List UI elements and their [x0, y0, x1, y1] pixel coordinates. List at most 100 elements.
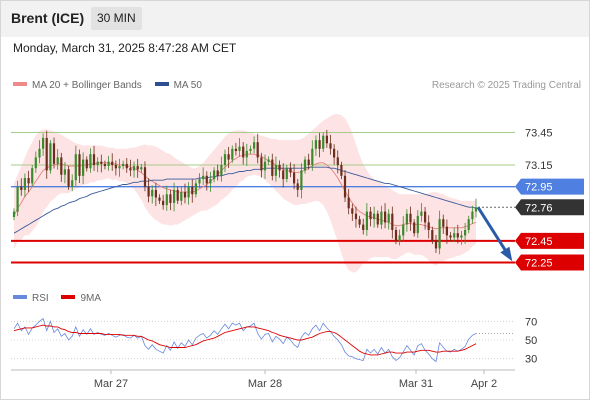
x-tick-label: Apr 2 [471, 378, 497, 390]
candle-body [358, 219, 361, 225]
candle-body [158, 197, 161, 201]
level-label-support-4: 72.45 [525, 236, 553, 248]
candle-body [92, 154, 96, 165]
rsi-tick-70: 70 [525, 316, 537, 328]
candle-body [471, 211, 474, 220]
candle-body [260, 157, 263, 171]
candle-body [12, 211, 16, 217]
candle-body [398, 235, 401, 241]
candle-body [107, 161, 110, 166]
candle-body [376, 213, 379, 225]
main-legend: MA 20 + Bollinger Bands MA 50 [13, 80, 212, 91]
candle-body [424, 211, 427, 223]
candle-body [333, 148, 336, 158]
candle-body [111, 161, 114, 165]
candle-body [78, 154, 81, 176]
candle-body [129, 168, 132, 171]
candle-body [180, 192, 183, 201]
credit-text: Research © 2025 Trading Central [431, 80, 581, 91]
candle-body [362, 224, 365, 230]
candle-body [285, 168, 288, 179]
candle-body [263, 161, 267, 171]
candle-body [23, 178, 26, 190]
candle-body [238, 146, 241, 151]
candle-body [394, 230, 398, 241]
candle-body [147, 186, 150, 197]
candle-body [402, 224, 405, 236]
candle-body [114, 165, 117, 169]
candle-body [387, 213, 390, 223]
candle-body [449, 235, 452, 238]
candle-body [34, 157, 37, 169]
candle-body [336, 157, 339, 165]
candle-body [27, 178, 30, 184]
candle-body [118, 166, 121, 169]
candle-body [413, 222, 416, 234]
candle-body [100, 161, 103, 164]
legend-label-rsi: RSI [32, 293, 49, 304]
candle-body [183, 192, 187, 198]
candle-body [191, 186, 194, 195]
symbol-title: Brent (ICE) [11, 10, 85, 26]
candle-body [456, 233, 459, 238]
candle-body [453, 233, 456, 238]
ma50-swatch [154, 82, 169, 87]
candle-body [289, 168, 292, 173]
x-tick-label: Mar 27 [94, 378, 128, 390]
timeframe-button[interactable]: 30 MIN [91, 7, 142, 30]
rsi-panel: 70 50 30 [11, 316, 537, 366]
candle-body [256, 142, 259, 158]
projection-arrow-shaft [476, 206, 510, 256]
candle-body [442, 219, 445, 227]
rsi-line [13, 317, 477, 363]
candle-body [162, 200, 165, 206]
bollinger-band [14, 114, 476, 273]
datetime-label: Monday, March 31, 2025 8:47:28 AM CET [13, 41, 237, 55]
candle-body [136, 166, 139, 170]
candle-body [63, 169, 66, 175]
level-label-resistance-1: 73.15 [525, 160, 553, 172]
level-label-support-5: 72.25 [525, 258, 553, 270]
candle-body [103, 163, 106, 167]
candle-body [205, 175, 208, 184]
candle-body [253, 142, 256, 149]
top-bar: Brent (ICE) 30 MIN [0, 0, 590, 37]
x-tick-label: Mar 28 [248, 378, 282, 390]
candle-body [314, 140, 317, 149]
ma20-swatch [13, 82, 27, 87]
candle-body [143, 167, 147, 187]
candle-body [438, 219, 441, 249]
candle-body [340, 165, 343, 176]
candle-body [293, 172, 296, 184]
bollinger-band-layer [14, 114, 476, 273]
candle-body [194, 183, 197, 195]
candle-body [245, 150, 248, 158]
candle-body [325, 135, 328, 144]
candle-body [31, 168, 34, 184]
candle-body [347, 197, 350, 209]
candle-body [140, 167, 143, 170]
candle-body [242, 146, 245, 158]
candle-body [132, 166, 136, 171]
level-label-last-3: 72.76 [525, 202, 553, 214]
candle-body [38, 148, 41, 158]
rsi-ma-line [13, 324, 477, 356]
candle-body [274, 165, 277, 176]
level-tag-support-5 [515, 254, 584, 271]
candle-body [213, 170, 216, 180]
candle-body [52, 143, 56, 164]
candle-body [71, 180, 74, 187]
rsi-legend: RSI 9MA [13, 293, 111, 304]
candle-body [409, 213, 412, 223]
legend-item-ma20: MA 20 + Bollinger Bands [13, 80, 142, 91]
legend-item-9ma: 9MA [61, 293, 101, 304]
candle-body [176, 189, 179, 201]
level-tag-support-4 [515, 232, 584, 249]
candle-body [405, 213, 408, 225]
projection-arrow-head [500, 246, 513, 262]
candle-body [202, 175, 205, 180]
candle-body [307, 159, 310, 165]
candle-body [343, 175, 347, 198]
candle-body [365, 211, 368, 230]
candle-body [82, 159, 85, 176]
